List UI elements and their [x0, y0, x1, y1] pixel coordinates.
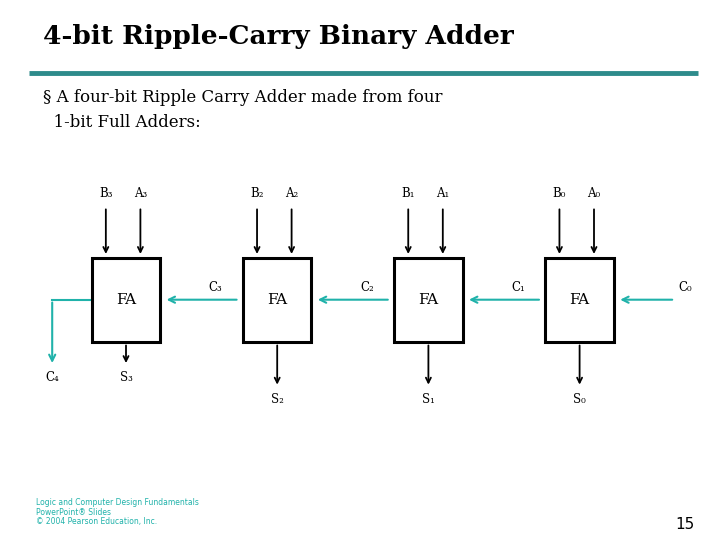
- Text: S₁: S₁: [422, 393, 435, 406]
- Text: C₀: C₀: [679, 281, 692, 294]
- Text: PowerPoint® Slides: PowerPoint® Slides: [36, 508, 111, 517]
- Text: B₀: B₀: [553, 187, 566, 200]
- Bar: [395, 258, 462, 342]
- Text: A₂: A₂: [285, 187, 298, 200]
- Bar: [92, 258, 160, 342]
- Text: 15: 15: [675, 517, 695, 532]
- Text: A₀: A₀: [588, 187, 600, 200]
- Text: C₄: C₄: [45, 372, 59, 384]
- Text: 4-bit Ripple-Carry Binary Adder: 4-bit Ripple-Carry Binary Adder: [43, 24, 514, 49]
- Text: C₁: C₁: [511, 281, 525, 294]
- Text: S₂: S₂: [271, 393, 284, 406]
- Text: B₃: B₃: [99, 187, 112, 200]
- Bar: [546, 258, 614, 342]
- Text: FA: FA: [116, 293, 136, 307]
- Text: § A four-bit Ripple Carry Adder made from four
  1-bit Full Adders:: § A four-bit Ripple Carry Adder made fro…: [43, 89, 443, 131]
- Text: A₁: A₁: [436, 187, 449, 200]
- Text: FA: FA: [418, 293, 438, 307]
- Text: Logic and Computer Design Fundamentals: Logic and Computer Design Fundamentals: [36, 498, 199, 507]
- Text: B₂: B₂: [251, 187, 264, 200]
- Text: FA: FA: [267, 293, 287, 307]
- Text: FA: FA: [570, 293, 590, 307]
- Text: A₃: A₃: [134, 187, 147, 200]
- Text: B₁: B₁: [402, 187, 415, 200]
- Text: © 2004 Pearson Education, Inc.: © 2004 Pearson Education, Inc.: [36, 517, 157, 526]
- Text: C₂: C₂: [360, 281, 374, 294]
- Text: C₃: C₃: [209, 281, 222, 294]
- Text: S₃: S₃: [120, 372, 132, 384]
- Text: S₀: S₀: [573, 393, 586, 406]
- Bar: [243, 258, 311, 342]
